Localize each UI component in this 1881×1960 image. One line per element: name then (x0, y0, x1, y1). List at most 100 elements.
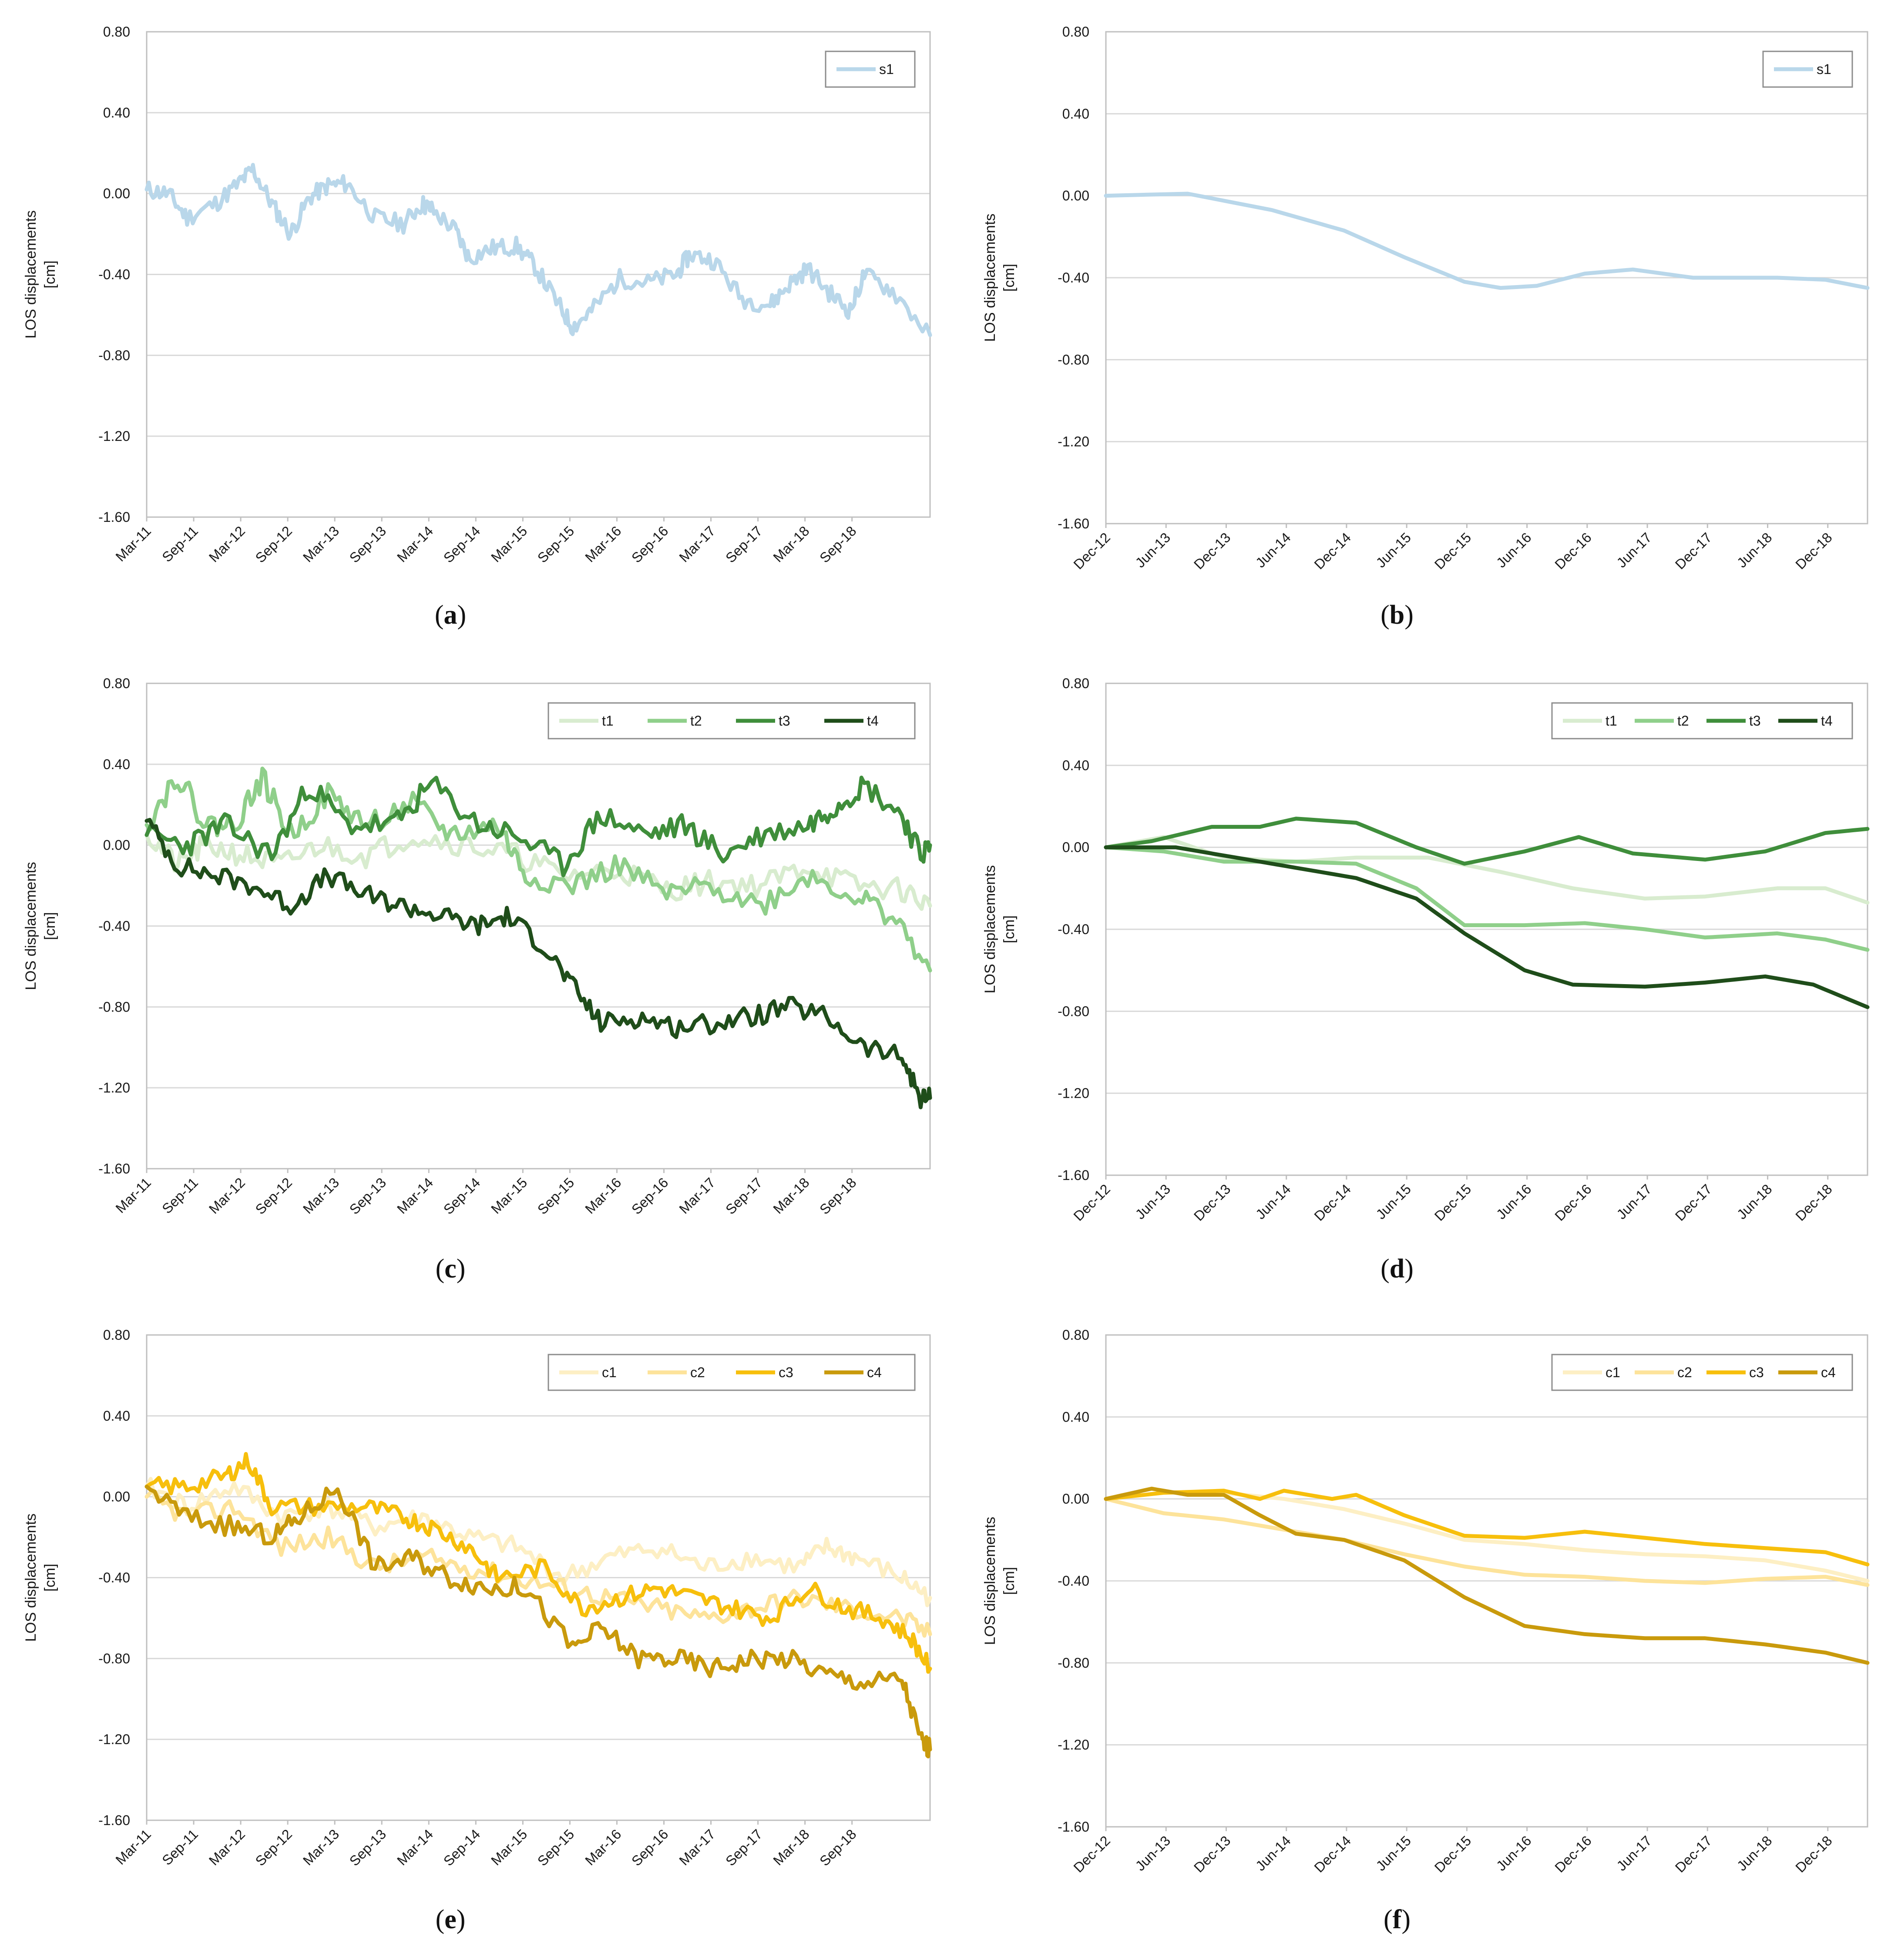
x-tick-label: Sep-15 (534, 523, 577, 565)
y-tick-label: -1.60 (98, 1161, 130, 1177)
x-tick-label: Dec-17 (1672, 529, 1715, 572)
x-tick-label: Sep-13 (346, 1174, 389, 1217)
x-tick-label: Mar-17 (676, 1826, 718, 1868)
x-tick-label: Dec-18 (1792, 1832, 1835, 1875)
y-axis-title-line1: LOS displacements (982, 1517, 998, 1645)
legend-label-t3: t3 (779, 713, 790, 729)
x-tick-label: Mar-17 (676, 1174, 718, 1217)
panel-caption: (a) (435, 600, 466, 630)
x-tick-label: Sep-15 (534, 1826, 577, 1869)
x-tick-label: Dec-12 (1071, 529, 1113, 572)
x-tick-label: Dec-16 (1552, 1832, 1594, 1875)
legend-label-c4: c4 (1821, 1365, 1836, 1380)
x-tick-label: Mar-18 (770, 1174, 812, 1217)
x-tick-label: Sep-14 (440, 523, 483, 565)
y-axis-title-line2: [cm] (1001, 915, 1018, 943)
series-line-t2 (1104, 845, 1870, 952)
y-tick-label: 0.00 (103, 186, 130, 202)
x-tick-label: Sep-11 (159, 1826, 201, 1868)
x-tick-label: Jun-17 (1613, 529, 1655, 571)
x-tick-label: Sep-12 (252, 1174, 295, 1217)
legend-label-c3: c3 (1749, 1365, 1764, 1380)
x-tick-label: Dec-17 (1672, 1832, 1715, 1875)
caption-open-paren: ( (436, 1905, 445, 1934)
x-tick-label: Jun-15 (1373, 1181, 1414, 1222)
y-tick-label: 0.80 (103, 1327, 130, 1343)
legend-label-t4: t4 (867, 713, 879, 729)
y-tick-label: -0.40 (98, 267, 130, 282)
plot-frame (146, 682, 931, 1170)
panel-caption: (c) (436, 1254, 466, 1284)
y-tick-label: 0.80 (1062, 1327, 1089, 1343)
series-line-c4 (144, 1484, 932, 1758)
y-tick-label: -0.40 (98, 1570, 130, 1586)
x-tick-label: Mar-14 (394, 523, 436, 565)
legend-label-t1: t1 (1606, 713, 1617, 729)
x-tick-label: Sep-13 (346, 523, 389, 565)
series-line-t4 (1104, 845, 1870, 1009)
x-tick-label: Dec-18 (1792, 1181, 1835, 1224)
legend-label-t1: t1 (602, 713, 614, 729)
series-line-c2 (1104, 1497, 1870, 1587)
caption-open-paren: ( (435, 600, 444, 630)
x-tick-label: Mar-14 (394, 1826, 436, 1868)
y-tick-label: -0.40 (1058, 270, 1089, 286)
x-tick-label: Mar-11 (113, 1826, 154, 1867)
y-tick-label: 0.40 (1062, 1409, 1089, 1425)
y-axis-title: LOS displacements [cm] (23, 862, 58, 990)
x-tick-label: Sep-18 (816, 1174, 859, 1217)
y-tick-label: -1.20 (1058, 434, 1089, 450)
series-line-s1 (144, 163, 932, 337)
x-tick-label: Jun-15 (1373, 1832, 1414, 1874)
panel-caption: (f) (1384, 1905, 1411, 1934)
x-tick-label: Mar-16 (582, 1174, 624, 1217)
x-tick-label: Dec-14 (1311, 1181, 1354, 1224)
x-tick-label: Dec-18 (1792, 529, 1835, 572)
y-tick-label: -1.60 (98, 509, 130, 525)
x-tick-label: Sep-15 (534, 1174, 577, 1217)
x-tick-label: Sep-12 (252, 1826, 295, 1869)
x-tick-label: Jun-15 (1373, 529, 1414, 571)
y-tick-label: -0.80 (98, 999, 130, 1015)
plot-frame (1105, 682, 1868, 1176)
legend-label-c1: c1 (1606, 1365, 1620, 1380)
series-line-t2 (144, 767, 932, 973)
y-tick-label: -1.20 (1058, 1086, 1089, 1101)
legend-label-c4: c4 (867, 1365, 882, 1380)
x-tick-label: Jun-18 (1734, 1832, 1775, 1874)
y-tick-label: 0.80 (103, 676, 130, 691)
y-axis-title: LOS displacements [cm] (23, 210, 58, 339)
y-tick-label: 0.80 (103, 24, 130, 40)
plot-frame (146, 1334, 931, 1821)
y-tick-label: 0.00 (1062, 188, 1089, 204)
y-tick-label: -0.80 (98, 1651, 130, 1666)
y-axis-title: LOS displacements [cm] (982, 214, 1018, 342)
panel-caption: (b) (1381, 600, 1414, 630)
y-axis-title-line2: [cm] (1001, 1567, 1018, 1595)
x-tick-label: Mar-12 (206, 523, 248, 565)
y-axis-title: LOS displacements [cm] (982, 1517, 1018, 1645)
legend-label-s1: s1 (879, 61, 894, 77)
y-tick-label: -0.40 (98, 918, 130, 934)
legend-label-t4: t4 (1821, 713, 1833, 729)
y-tick-label: 0.80 (1062, 676, 1089, 691)
x-tick-label: Mar-13 (300, 1174, 342, 1217)
caption-open-paren: ( (1381, 600, 1390, 630)
y-axis-title-line1: LOS displacements (982, 865, 998, 994)
legend-label-c1: c1 (602, 1365, 617, 1380)
x-tick-label: Sep-18 (816, 1826, 859, 1869)
y-tick-label: 0.40 (103, 1408, 130, 1424)
legend-label-t2: t2 (690, 713, 702, 729)
y-tick-label: -1.60 (98, 1812, 130, 1828)
series-line-c4 (1104, 1486, 1870, 1665)
x-tick-label: Sep-17 (722, 523, 765, 565)
x-tick-label: Mar-11 (113, 1174, 154, 1216)
x-tick-label: Dec-15 (1431, 529, 1474, 572)
caption-letter: e (444, 1905, 457, 1934)
y-axis-title-line2: [cm] (42, 912, 58, 940)
series-line-s1 (1104, 192, 1870, 290)
